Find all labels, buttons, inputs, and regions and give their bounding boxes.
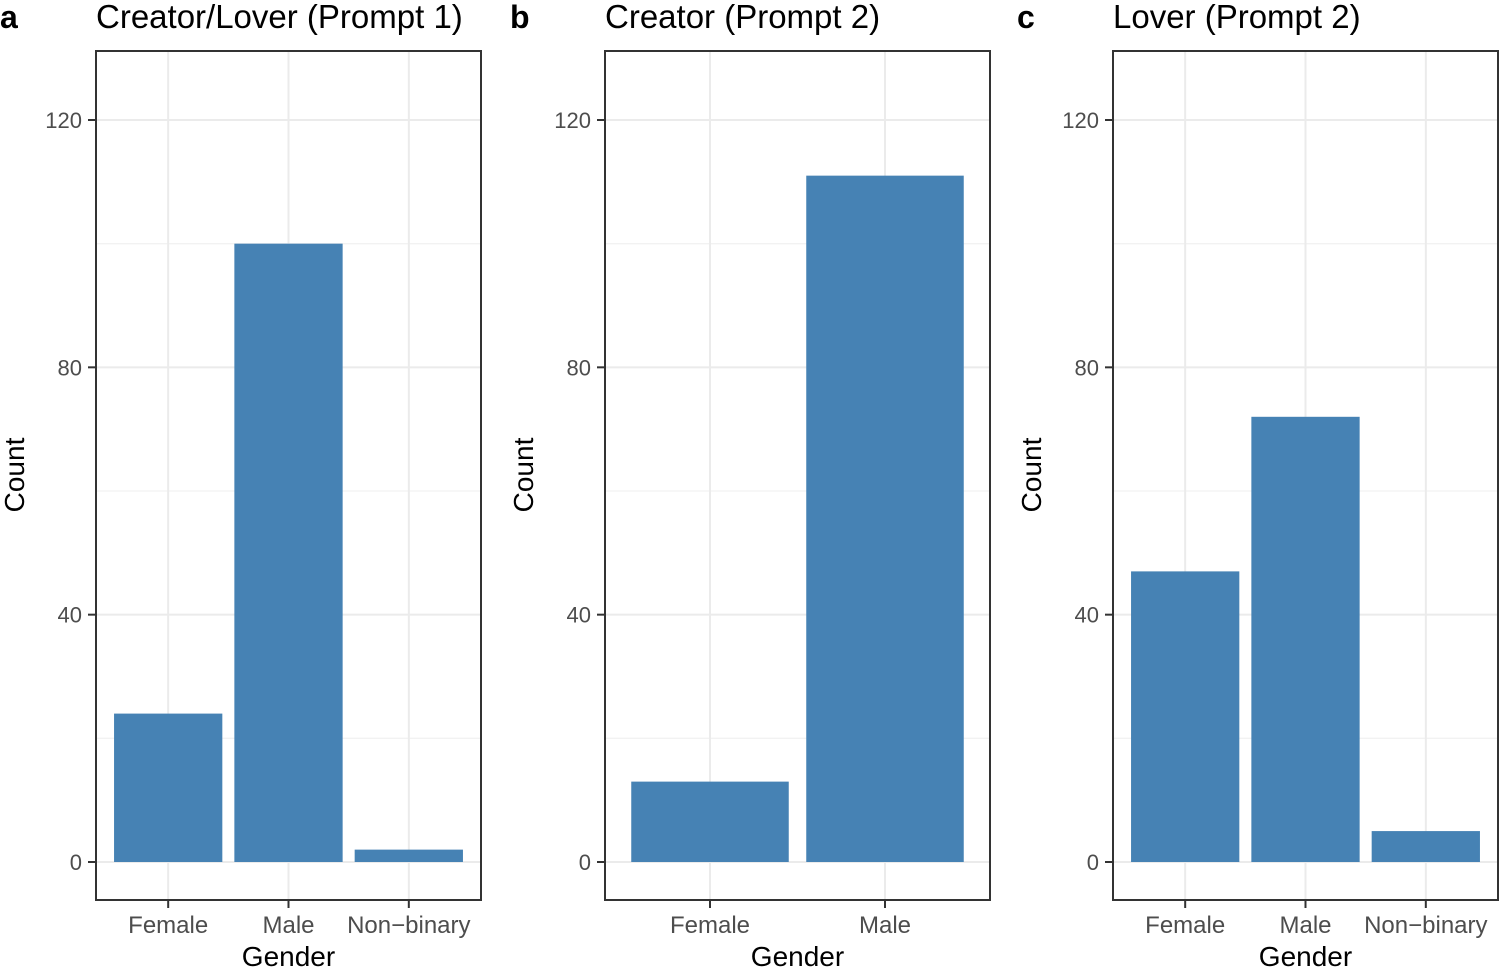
y-tick-label: 80 — [58, 355, 82, 380]
x-tick-label: Female — [1145, 912, 1225, 939]
y-axis-title: Count — [508, 437, 539, 512]
y-tick-label: 120 — [1062, 108, 1099, 133]
y-tick-label: 0 — [1087, 850, 1099, 875]
bar-non-binary — [1371, 831, 1480, 862]
plot-frame — [604, 50, 991, 901]
x-tick-label: Non−binary — [1364, 912, 1487, 939]
x-axis-title: Gender — [1259, 941, 1352, 969]
bars — [631, 175, 964, 862]
y-tick-label: 40 — [1075, 603, 1099, 628]
y-tick-label: 40 — [58, 603, 82, 628]
y-tick-label: 0 — [70, 850, 82, 875]
panel-letter: c — [1017, 0, 1035, 35]
x-tick-label: Male — [859, 912, 911, 939]
x-axis-title: Gender — [751, 941, 844, 969]
bars — [1131, 416, 1480, 862]
y-axis-title: Count — [1016, 437, 1047, 512]
panel-letter: b — [510, 0, 530, 35]
chart-panel-a: 0 40 80 120 Female Male Non−binary Gender Count a… — [0, 0, 482, 969]
x-tick-label: Non−binary — [347, 912, 470, 939]
y-tick-label: 40 — [567, 603, 591, 628]
y-tick-label: 0 — [579, 850, 591, 875]
x-tick-label: Female — [670, 912, 750, 939]
bar-male — [234, 243, 343, 862]
bar-female — [631, 781, 789, 862]
y-tick-label: 120 — [554, 108, 591, 133]
y-axis-title: Count — [0, 437, 30, 512]
x-axis-title: Gender — [242, 941, 335, 969]
panel-title: Lover (Prompt 2) — [1113, 0, 1361, 35]
panel-letter: a — [0, 0, 18, 35]
chart-panel-c: 0 40 80 120 Female Male Non−binary Gender Count c… — [1016, 0, 1499, 969]
y-tick-label: 80 — [567, 355, 591, 380]
bar-male — [806, 175, 964, 862]
panel-title: Creator (Prompt 2) — [605, 0, 880, 35]
x-tick-label: Male — [262, 912, 314, 939]
y-tick-label: 120 — [45, 108, 82, 133]
bars — [114, 243, 463, 862]
chart-panel-b: 0 40 80 120 Female Male Gender Count b Creator (P… — [508, 0, 991, 969]
x-tick-label: Female — [128, 912, 208, 939]
bar-male — [1251, 416, 1360, 862]
x-tick-label: Male — [1279, 912, 1331, 939]
bar-female — [114, 713, 223, 862]
y-tick-label: 80 — [1075, 355, 1099, 380]
bar-female — [1131, 571, 1240, 862]
panel-title: Creator/Lover (Prompt 1) — [96, 0, 463, 35]
bar-non-binary — [354, 849, 463, 862]
